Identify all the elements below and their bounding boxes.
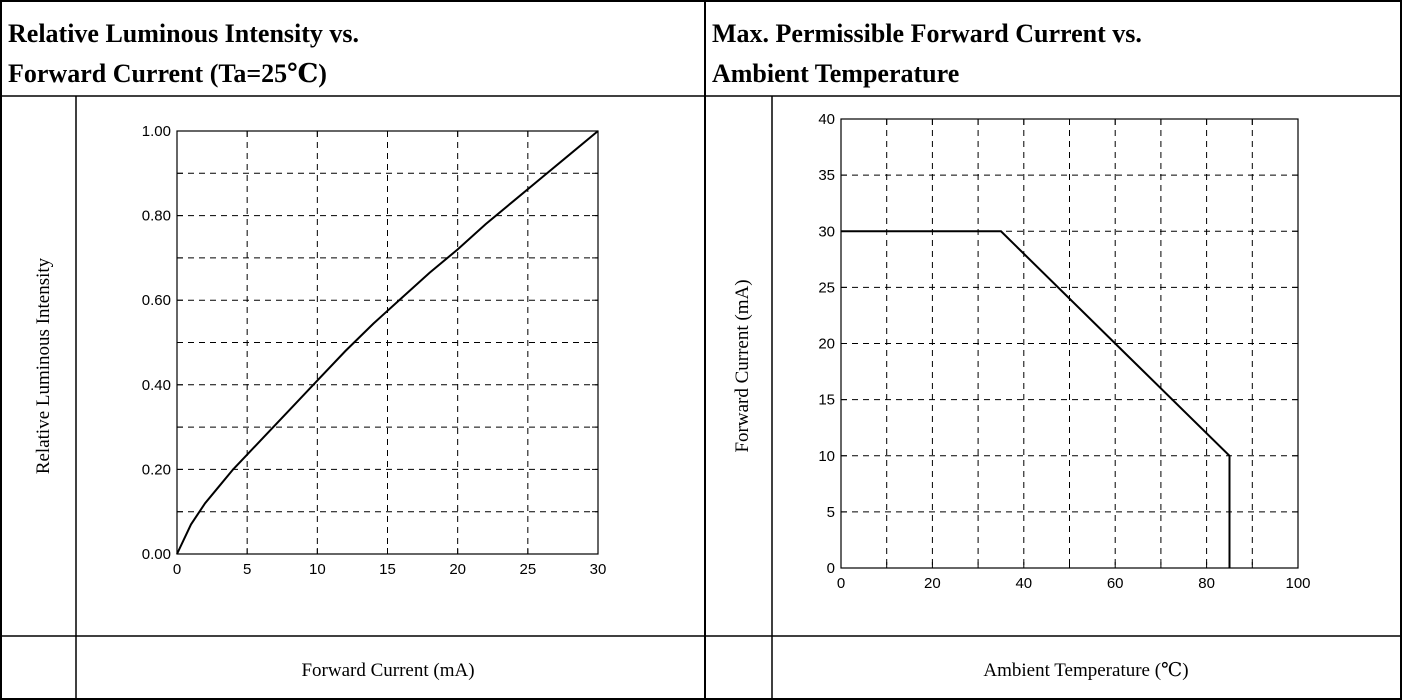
x-tick-label: 20 [924,575,941,592]
chart2-xlabel: Ambient Temperature (℃) [983,660,1188,681]
y-tick-label: 20 [818,336,835,353]
series-line [841,230,1231,568]
chart2-title-line2: Ambient Temperature [712,59,959,88]
y-tick-label: 0.60 [142,292,171,309]
y-tick-label: 0.80 [142,208,171,225]
series-line [176,130,599,555]
y-tick-label: 5 [827,504,835,521]
chart1-xlabel: Forward Current (mA) [301,660,474,681]
x-tick-label: 20 [449,561,466,578]
y-tick-label: 35 [818,167,835,184]
x-tick-label: 80 [1198,575,1215,592]
chart1-title-line1: Relative Luminous Intensity vs. [8,19,359,48]
x-tick-label: 0 [173,561,181,578]
x-tick-label: 30 [590,561,607,578]
chart1-title-line2: Forward Current (Ta=25℃) [8,59,327,88]
y-tick-label: 0.40 [142,377,171,394]
chart2-ylabel: Forward Current (mA) [732,279,753,452]
x-tick-label: 5 [243,561,251,578]
chart2-title-line1: Max. Permissible Forward Current vs. [712,19,1142,48]
y-tick-label: 0.20 [142,461,171,478]
luminous-intensity-chart: 0 5 10 15 20 25 30 0.00 0.20 0.40 0.60 0.80 1.00 [142,123,607,578]
x-tick-label: 40 [1015,575,1032,592]
x-tick-label: 0 [837,575,845,592]
y-tick-label: 15 [818,392,835,409]
y-tick-label: 1.00 [142,123,171,140]
x-tick-label: 60 [1107,575,1124,592]
y-tick-label: 0 [827,560,835,577]
x-tick-label: 10 [309,561,326,578]
x-tick-label: 15 [379,561,396,578]
y-tick-label: 0.00 [142,546,171,563]
chart1-ylabel: Relative Luminous Intensity [33,257,54,474]
y-tick-label: 30 [818,223,835,240]
y-tick-label: 10 [818,448,835,465]
x-tick-label: 25 [519,561,536,578]
forward-current-derating-chart: 0 20 40 60 80 100 0 5 10 15 20 25 30 35 40 [818,111,1310,592]
y-tick-label: 40 [818,111,835,128]
y-tick-label: 25 [818,279,835,296]
x-tick-label: 100 [1285,575,1310,592]
